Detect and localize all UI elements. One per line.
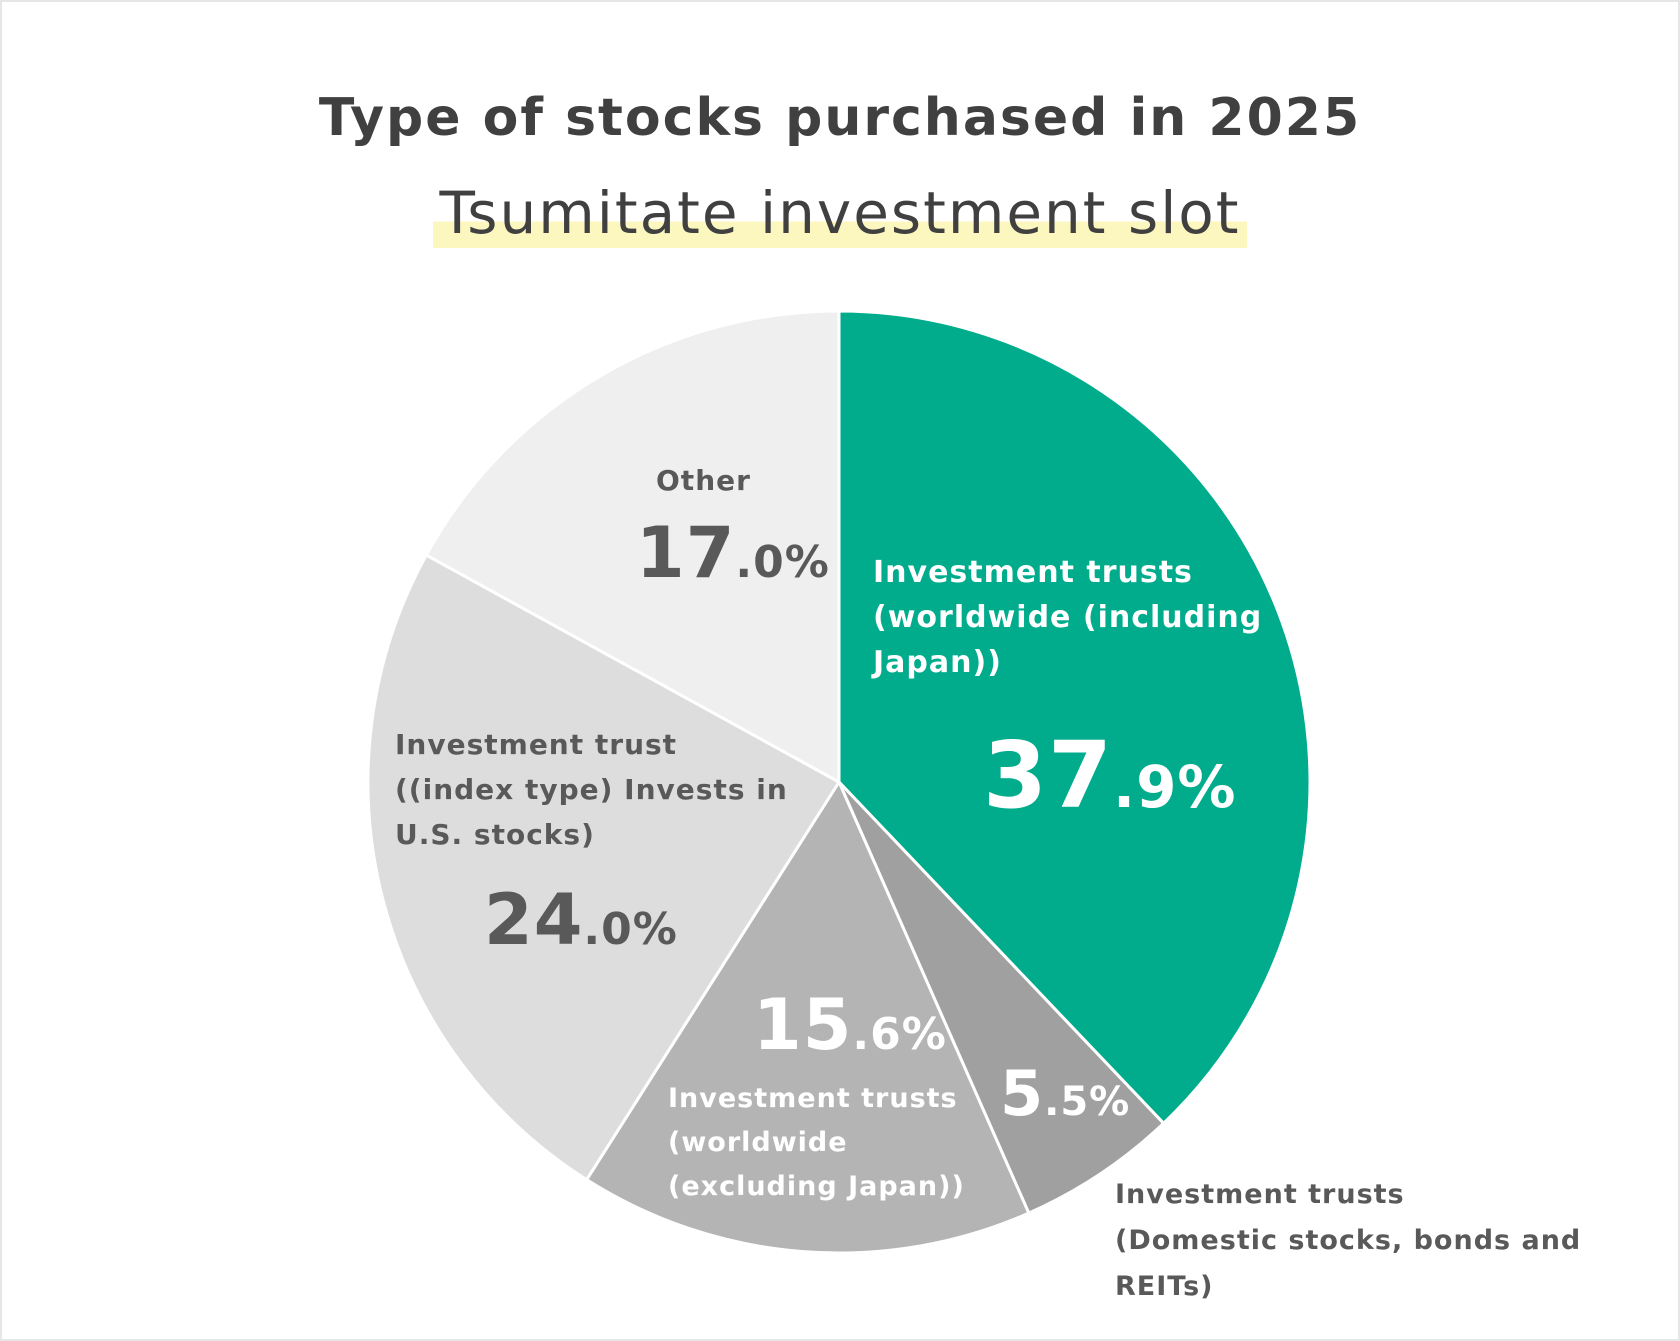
slice-value-int: 37	[983, 722, 1114, 829]
slice-label-line: Investment trusts	[873, 555, 1193, 590]
slice-label-line: (excluding Japan))	[668, 1171, 965, 1202]
pie-slice-other	[424, 309, 841, 784]
slice-value-int: 24	[484, 879, 584, 961]
slice-label-line: ((index type) Invests in	[395, 773, 788, 806]
slice-label-domestic: Investment trusts (Domestic stocks, bond…	[1115, 1172, 1680, 1310]
slice-label-line: (worldwide (including	[873, 600, 1263, 635]
slice-value-int: 17	[636, 512, 736, 594]
slice-value-dec: .0%	[583, 904, 678, 955]
slice-label-line: Japan))	[873, 645, 1002, 680]
slice-value-domestic: 5.5%	[1000, 1063, 1130, 1125]
slice-value-worldwide-excl-japan: 15.6%	[753, 990, 947, 1060]
slice-value-worldwide-incl-japan: 37.9%	[983, 730, 1237, 822]
slice-label-line: U.S. stocks)	[395, 818, 595, 851]
slice-value-us-index: 24.0%	[484, 885, 678, 955]
slice-label-line: Investment trusts	[668, 1083, 958, 1114]
slice-label-line: Other	[656, 464, 751, 497]
slice-value-dec: .6%	[852, 1009, 947, 1060]
slice-label-us-index: Investment trust ((index type) Invests i…	[395, 722, 788, 857]
slice-label-line: (Domestic stocks, bonds and REITs)	[1115, 1225, 1582, 1302]
slice-value-int: 15	[753, 984, 853, 1066]
slice-label-line: Investment trusts	[1115, 1179, 1405, 1210]
chart-subtitle-wrap: Tsumitate investment slot	[0, 178, 1680, 248]
pie-slice-us-index	[366, 553, 841, 1182]
pie-slice-worldwide-incl-japan	[837, 309, 1312, 1125]
chart-subtitle: Tsumitate investment slot	[433, 178, 1247, 248]
slice-label-worldwide-incl-japan: Investment trusts (worldwide (including …	[873, 550, 1262, 685]
slice-value-other: 17.0%	[636, 518, 830, 588]
slice-value-dec: .9%	[1113, 753, 1237, 821]
slice-label-worldwide-excl-japan: Investment trusts (worldwide (excluding …	[668, 1077, 965, 1209]
slice-value-int: 5	[1000, 1057, 1045, 1130]
slice-value-dec: .0%	[735, 537, 830, 588]
slice-label-line: (worldwide	[668, 1127, 848, 1158]
chart-title: Type of stocks purchased in 2025	[318, 88, 1362, 148]
slice-label-other: Other	[656, 458, 751, 503]
pie-slice-worldwide-excl-japan	[585, 780, 1031, 1255]
pie-slice-domestic	[837, 780, 1166, 1215]
slice-value-dec: .5%	[1044, 1079, 1131, 1125]
slice-label-line: Investment trust	[395, 728, 678, 761]
